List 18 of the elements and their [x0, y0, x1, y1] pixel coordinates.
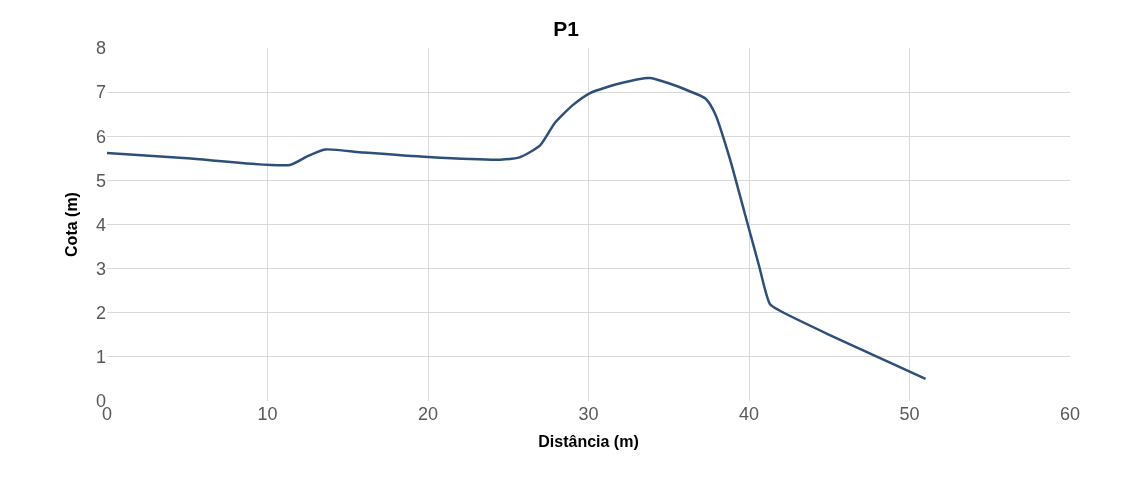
x-tick-label: 20 — [417, 404, 439, 424]
x-tick-label: 60 — [1059, 404, 1081, 424]
y-tick-label: 5 — [95, 170, 106, 191]
y-tick-label: 6 — [95, 126, 106, 147]
y-tick-label: 8 — [95, 38, 106, 59]
x-tick-label: 50 — [899, 404, 920, 424]
x-tick-label: 30 — [578, 404, 599, 424]
y-tick-label: 4 — [95, 214, 106, 235]
line-series — [107, 76, 927, 381]
y-tick-label: 1 — [95, 347, 106, 368]
y-tick-label: 7 — [95, 82, 106, 103]
y-axis-title: Cota (m) — [62, 192, 80, 257]
y-tick-label: 2 — [95, 303, 106, 324]
x-tick-label: 40 — [738, 404, 760, 424]
y-tick-label: 3 — [95, 258, 106, 279]
chart-title: P1 — [553, 17, 580, 41]
x-axis-title: Distância (m) — [538, 432, 639, 450]
x-tick-label: 10 — [257, 404, 278, 424]
